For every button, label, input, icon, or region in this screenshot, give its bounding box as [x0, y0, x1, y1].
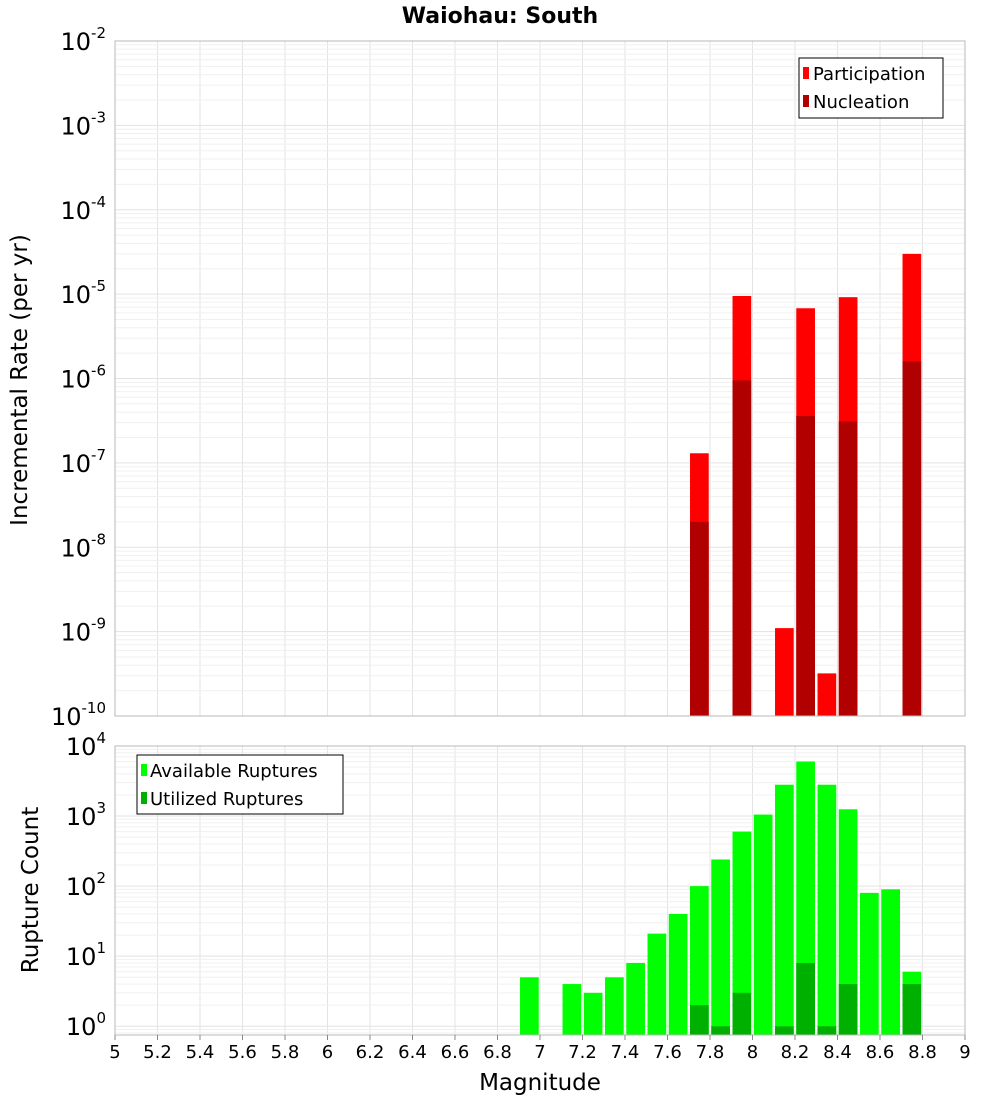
rate-y-axis-label: Incremental Rate (per yr) [7, 234, 33, 526]
count-bar-utilized-ruptures [690, 1005, 709, 1035]
rate-bar-nucleation [838, 421, 858, 716]
rate-y-tick-label: 10-7 [60, 446, 106, 478]
count-y-tick-label: 102 [66, 869, 106, 901]
x-tick-label: 8.8 [908, 1042, 937, 1063]
count-bar-available-ruptures [860, 892, 879, 1035]
x-tick-label: 6.4 [398, 1042, 427, 1063]
participation-legend-swatch [803, 67, 809, 79]
rate-y-tick-label: 10-3 [60, 108, 106, 140]
count-bar-available-ruptures [817, 784, 837, 1035]
rate-y-ticks: 10-10 10-9 10-8 10-7 10-6 10-5 10-4 10-3 10-2 [51, 24, 106, 731]
count-bar-available-ruptures [626, 962, 645, 1035]
rate-y-tick-label: 10-8 [60, 530, 106, 562]
rate-bar-nucleation [902, 361, 922, 716]
count-y-axis-label: Rupture Count [18, 807, 44, 973]
count-bar-available-ruptures [668, 914, 688, 1035]
count-bar-utilized-ruptures [817, 1026, 837, 1035]
count-bar-available-ruptures [647, 933, 667, 1035]
x-tick-label: 5.6 [228, 1042, 257, 1063]
count-bar-available-ruptures [583, 992, 603, 1035]
x-tick-label: 5.2 [143, 1042, 172, 1063]
nucleation-legend-swatch [803, 95, 809, 107]
count-bar-utilized-ruptures [732, 992, 752, 1035]
x-tick-label: 9 [959, 1042, 970, 1063]
available-legend-label: Available Ruptures [150, 761, 318, 782]
rate-y-tick-label: 10-6 [60, 362, 106, 394]
rate-bar-nucleation [732, 380, 752, 716]
count-y-tick-label: 100 [66, 1009, 106, 1041]
x-tick-label: 7 [534, 1042, 545, 1063]
x-tick-label: 6.6 [441, 1042, 470, 1063]
x-tick-label: 6.8 [483, 1042, 512, 1063]
x-tick-label: 5 [109, 1042, 120, 1063]
x-tick-label: 8 [747, 1042, 758, 1063]
x-tick-label: 7.6 [653, 1042, 682, 1063]
count-bar-available-ruptures [711, 859, 730, 1035]
count-bar-utilized-ruptures [796, 962, 815, 1035]
rate-y-tick-label: 10-9 [60, 615, 106, 647]
utilized-legend-label: Utilized Ruptures [150, 789, 303, 810]
rate-bar-participation [775, 628, 794, 716]
x-tick-label: 7.2 [568, 1042, 597, 1063]
rate-panel: 10-10 10-9 10-8 10-7 10-6 10-5 10-4 10-3 10-2 In… [7, 24, 966, 731]
count-bar-available-ruptures [520, 977, 539, 1035]
nucleation-legend-label: Nucleation [813, 92, 909, 113]
x-tick-label: 8.4 [823, 1042, 852, 1063]
count-y-tick-label: 101 [66, 939, 106, 971]
count-bar-available-ruptures [605, 977, 624, 1035]
count-bar-available-ruptures [838, 809, 858, 1035]
rate-y-tick-label: 10-2 [60, 24, 106, 56]
x-tick-label: 6.2 [356, 1042, 385, 1063]
count-bar-available-ruptures [690, 886, 709, 1035]
rate-y-tick-label: 10-4 [60, 193, 106, 225]
count-bar-utilized-ruptures [711, 1026, 730, 1035]
count-bar-utilized-ruptures [838, 984, 858, 1035]
rate-legend-box [798, 57, 944, 119]
count-bar-utilized-ruptures [775, 1026, 794, 1035]
rate-bar-participation [817, 673, 837, 716]
rate-bar-nucleation [690, 521, 709, 716]
count-y-tick-label: 104 [66, 729, 106, 761]
x-tick-label: 7.4 [611, 1042, 640, 1063]
count-bars [520, 761, 922, 1035]
rate-bars [690, 253, 922, 716]
count-panel: 100 101 102 103 104 Rupture Count Available … [18, 729, 971, 1096]
rate-y-tick-label: 10-5 [60, 277, 106, 309]
count-legend: Available Ruptures Utilized Ruptures [136, 754, 344, 815]
count-y-ticks: 100 101 102 103 104 [66, 729, 106, 1041]
count-bar-available-ruptures [562, 984, 582, 1035]
chart-title: Waiohau: South [402, 4, 598, 29]
rate-plot-frame [114, 40, 966, 717]
x-tick-label: 7.8 [696, 1042, 725, 1063]
count-y-tick-label: 103 [66, 799, 106, 831]
x-tick-label: 6 [322, 1042, 333, 1063]
x-tick-label: 8.2 [781, 1042, 810, 1063]
count-legend-box [136, 754, 344, 815]
x-tick-label: 5.8 [271, 1042, 300, 1063]
x-ticks: 5 5.2 5.4 5.6 5.8 6 6.2 6.4 6.6 6.8 7 7.2 7.4 7.6 7.8 8… [109, 1035, 971, 1063]
rate-legend: Participation Nucleation [798, 57, 944, 119]
rate-grid [114, 40, 966, 717]
available-legend-swatch [141, 764, 147, 776]
count-bar-available-ruptures [775, 784, 794, 1035]
count-bar-available-ruptures [881, 889, 900, 1035]
x-tick-label: 8.6 [866, 1042, 895, 1063]
count-bar-available-ruptures [753, 814, 773, 1035]
rate-y-tick-label: 10-10 [51, 699, 106, 731]
count-bar-utilized-ruptures [902, 984, 922, 1035]
x-axis-label: Magnitude [479, 1070, 601, 1096]
rate-bar-nucleation [796, 415, 815, 716]
utilized-legend-swatch [141, 792, 147, 804]
participation-legend-label: Participation [813, 64, 925, 85]
count-bar-available-ruptures [732, 831, 752, 1035]
x-tick-label: 5.4 [186, 1042, 215, 1063]
